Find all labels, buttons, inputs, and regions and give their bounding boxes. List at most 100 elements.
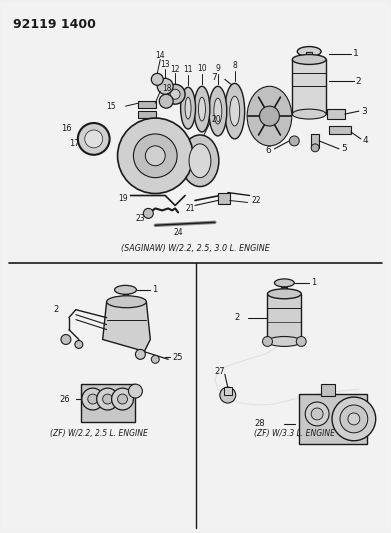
Bar	[218, 192, 230, 205]
Ellipse shape	[267, 289, 301, 299]
Bar	[329, 126, 351, 134]
Bar	[224, 387, 232, 395]
Circle shape	[118, 394, 127, 404]
Bar	[306, 52, 312, 67]
Ellipse shape	[225, 83, 245, 139]
Ellipse shape	[240, 76, 299, 156]
Text: 17: 17	[70, 139, 80, 148]
Circle shape	[82, 388, 104, 410]
Text: 1: 1	[311, 278, 316, 287]
Polygon shape	[103, 302, 150, 351]
Text: 15: 15	[106, 102, 115, 111]
Circle shape	[296, 336, 306, 346]
Text: 14: 14	[156, 51, 165, 60]
Circle shape	[311, 144, 319, 152]
Bar	[327, 109, 345, 119]
Ellipse shape	[267, 336, 301, 346]
Text: 10: 10	[197, 64, 207, 73]
Text: 2: 2	[53, 305, 58, 314]
Text: 2: 2	[235, 313, 240, 322]
Text: 92119 1400: 92119 1400	[13, 18, 96, 31]
Text: 22: 22	[251, 196, 261, 205]
Circle shape	[165, 84, 185, 104]
Bar	[138, 101, 156, 108]
Text: 4: 4	[363, 136, 368, 146]
Text: 8: 8	[232, 61, 237, 70]
Bar	[321, 384, 335, 396]
Bar	[311, 134, 319, 148]
Text: 18: 18	[162, 84, 172, 93]
Bar	[138, 121, 156, 128]
Circle shape	[135, 350, 145, 359]
Bar	[299, 394, 367, 444]
Circle shape	[159, 94, 173, 108]
Text: 19: 19	[118, 194, 128, 203]
Circle shape	[145, 146, 165, 166]
Circle shape	[348, 413, 360, 425]
Circle shape	[332, 397, 376, 441]
Circle shape	[78, 123, 109, 155]
Text: 23: 23	[136, 214, 145, 223]
Circle shape	[61, 335, 71, 344]
Bar	[282, 287, 287, 298]
Text: 26: 26	[59, 394, 70, 403]
Ellipse shape	[292, 54, 326, 64]
Ellipse shape	[274, 279, 294, 287]
Text: 1: 1	[152, 285, 158, 294]
Ellipse shape	[209, 86, 227, 136]
Circle shape	[340, 405, 368, 433]
Circle shape	[85, 130, 103, 148]
Ellipse shape	[214, 98, 222, 124]
Ellipse shape	[199, 97, 205, 121]
Ellipse shape	[194, 86, 210, 132]
Text: 12: 12	[170, 65, 180, 74]
Text: 16: 16	[61, 125, 71, 133]
Text: 25: 25	[172, 353, 183, 362]
Ellipse shape	[115, 285, 136, 294]
Ellipse shape	[230, 96, 240, 126]
Text: 11: 11	[183, 65, 193, 74]
Text: 6: 6	[265, 147, 271, 155]
Circle shape	[311, 408, 323, 420]
Circle shape	[260, 106, 280, 126]
Ellipse shape	[292, 109, 326, 119]
Circle shape	[170, 89, 180, 99]
Text: (ZF) W/3.3 L. ENGINE: (ZF) W/3.3 L. ENGINE	[254, 429, 335, 438]
Text: 21: 21	[185, 204, 195, 213]
Circle shape	[88, 394, 98, 404]
Text: 1: 1	[353, 49, 359, 58]
Circle shape	[111, 388, 133, 410]
Circle shape	[157, 78, 173, 94]
Circle shape	[305, 402, 329, 426]
Bar	[267, 294, 301, 342]
Ellipse shape	[297, 46, 321, 56]
Text: 24: 24	[173, 228, 183, 237]
Bar	[81, 384, 135, 422]
Text: (SAGINAW) W/2.2, 2.5, 3.0 L. ENGINE: (SAGINAW) W/2.2, 2.5, 3.0 L. ENGINE	[121, 244, 269, 253]
Circle shape	[133, 134, 177, 177]
Circle shape	[129, 384, 142, 398]
Circle shape	[75, 341, 83, 349]
Circle shape	[151, 74, 163, 85]
Bar	[138, 111, 156, 118]
Text: 27: 27	[215, 367, 226, 376]
Ellipse shape	[189, 144, 211, 177]
Bar	[120, 82, 294, 181]
Circle shape	[289, 136, 299, 146]
Ellipse shape	[185, 97, 191, 119]
Text: 2: 2	[356, 77, 361, 86]
Text: 28: 28	[255, 419, 265, 429]
Circle shape	[118, 118, 193, 193]
Text: 5: 5	[341, 144, 347, 154]
Circle shape	[97, 388, 118, 410]
Text: 7: 7	[211, 73, 217, 82]
Ellipse shape	[247, 86, 292, 146]
Circle shape	[103, 394, 113, 404]
Ellipse shape	[181, 135, 219, 187]
Text: (ZF) W/2.2, 2.5 L. ENGINE: (ZF) W/2.2, 2.5 L. ENGINE	[50, 429, 148, 438]
Circle shape	[143, 208, 153, 219]
Text: 20: 20	[212, 115, 222, 124]
Circle shape	[262, 336, 273, 346]
Circle shape	[220, 387, 236, 403]
Bar	[122, 294, 129, 306]
